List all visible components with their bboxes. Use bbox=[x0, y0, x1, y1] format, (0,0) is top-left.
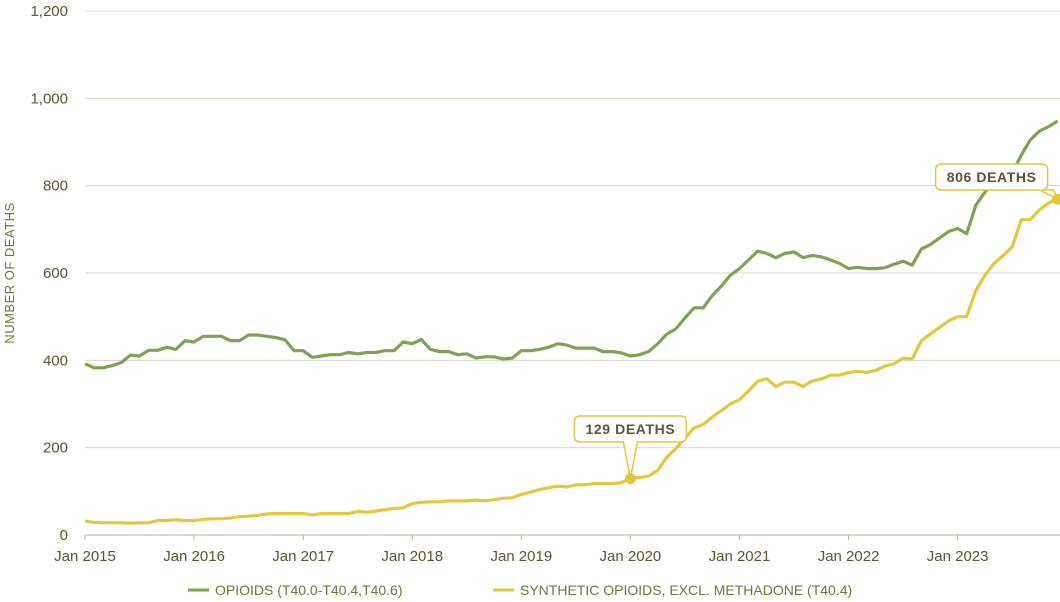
y-axis-ticks: 0 200 400 600 800 1,000 1,200 bbox=[30, 3, 68, 544]
x-axis-ticks: Jan 2015 Jan 2016 Jan 2017 Jan 2018 Jan 2019… bbox=[54, 535, 989, 565]
y-tick-label: 400 bbox=[43, 352, 68, 369]
y-tick-label: 600 bbox=[43, 265, 68, 282]
legend: OPIOIDS (T40.0-T40.4,T40.6) SYNTHETIC OP… bbox=[188, 582, 852, 598]
series-lines bbox=[84, 119, 1059, 525]
series-line-synthetic bbox=[84, 197, 1059, 525]
annotation-callout: 806 DEATHS bbox=[934, 163, 1060, 205]
legend-label-opioids[interactable]: OPIOIDS (T40.0-T40.4,T40.6) bbox=[215, 582, 403, 598]
x-tick-label: Jan 2018 bbox=[381, 548, 443, 565]
x-tick-label: Jan 2020 bbox=[600, 548, 662, 565]
annotations: 129 DEATHS 806 DEATHS bbox=[573, 163, 1060, 485]
y-tick-label: 200 bbox=[43, 440, 68, 457]
series-line-opioids bbox=[84, 119, 1059, 370]
annotation-point bbox=[1052, 193, 1060, 205]
annotation-label: 806 DEATHS bbox=[947, 169, 1037, 185]
y-tick-label: 1,200 bbox=[30, 3, 68, 20]
annotation-box bbox=[573, 415, 688, 479]
x-tick-label: Jan 2023 bbox=[927, 548, 989, 565]
x-tick-label: Jan 2016 bbox=[163, 548, 225, 565]
annotation-point bbox=[624, 473, 636, 485]
y-axis-title: NUMBER OF DEATHS bbox=[2, 202, 17, 343]
y-tick-label: 1,000 bbox=[30, 90, 68, 107]
annotation-callout: 129 DEATHS bbox=[573, 415, 688, 485]
y-tick-label: 0 bbox=[60, 527, 68, 544]
x-tick-label: Jan 2022 bbox=[818, 548, 880, 565]
legend-label-synthetic[interactable]: SYNTHETIC OPIOIDS, EXCL. METHADONE (T40.… bbox=[520, 582, 852, 598]
gridlines bbox=[85, 10, 1060, 536]
y-tick-label: 800 bbox=[43, 178, 68, 195]
x-tick-label: Jan 2015 bbox=[54, 548, 116, 565]
x-tick-label: Jan 2017 bbox=[272, 548, 334, 565]
x-tick-label: Jan 2021 bbox=[709, 548, 771, 565]
x-tick-label: Jan 2019 bbox=[490, 548, 552, 565]
annotation-label: 129 DEATHS bbox=[586, 421, 676, 437]
